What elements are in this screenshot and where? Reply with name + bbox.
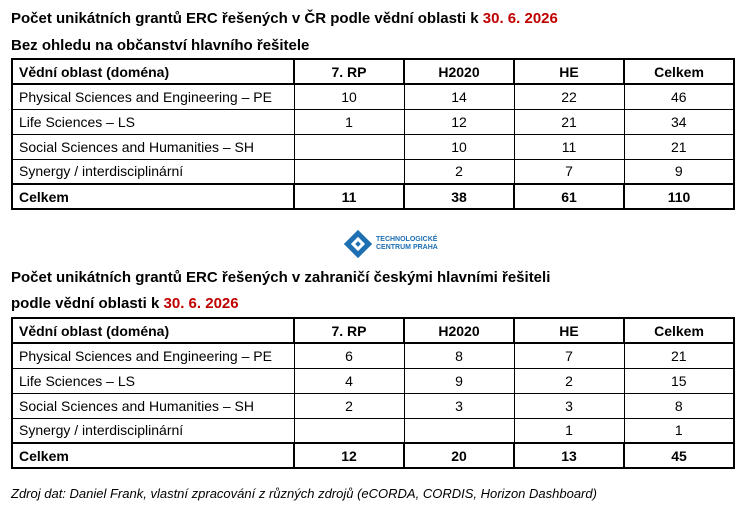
table2-title-text: podle vědní oblasti k: [11, 295, 164, 312]
table2-header-fp7: 7. RP: [293, 317, 405, 344]
table1-cell: 14: [403, 83, 515, 110]
table1-cell: 22: [513, 83, 625, 110]
table2-cell: [293, 417, 405, 444]
table2-total-cell: Celkem: [11, 442, 295, 469]
table2-cell: 15: [623, 367, 735, 394]
table2-total-cell: 45: [623, 442, 735, 469]
tc-logo-icon: [344, 230, 372, 258]
table2-total-cell: 20: [403, 442, 515, 469]
table2-cell: 21: [623, 342, 735, 369]
tc-logo-line1: TECHNOLOGICKÉ: [376, 236, 438, 243]
table1-cell: 10: [293, 83, 405, 110]
table1-header-domain: Vědní oblast (doména): [11, 58, 295, 85]
table-row: Life Sciences – LS 4 9 2 15: [11, 367, 735, 394]
table2-title-line1: Počet unikátních grantů ERC řešených v z…: [11, 269, 551, 286]
table-row: Social Sciences and Humanities – SH 2 3 …: [11, 392, 735, 419]
table1-cell: 7: [513, 158, 625, 185]
table1-cell: 2: [403, 158, 515, 185]
table1-title-text: Počet unikátních grantů ERC řešených v Č…: [11, 10, 483, 27]
table1-total-cell: 110: [623, 183, 735, 210]
table2-cell: 1: [623, 417, 735, 444]
table-row: Social Sciences and Humanities – SH 10 1…: [11, 133, 735, 160]
table1-cell: 1: [293, 108, 405, 135]
table2-header-h2020: H2020: [403, 317, 515, 344]
table1-cell: Physical Sciences and Engineering – PE: [11, 83, 295, 110]
table2: Vědní oblast (doména) 7. RP H2020 HE Cel…: [11, 317, 735, 469]
table1-title: Počet unikátních grantů ERC řešených v Č…: [11, 9, 558, 29]
table1-cell: Synergy / interdisciplinární: [11, 158, 295, 185]
table2-cell: 2: [513, 367, 625, 394]
table2-cell: 9: [403, 367, 515, 394]
table1-cell: Life Sciences – LS: [11, 108, 295, 135]
table2-total-row: Celkem 12 20 13 45: [11, 442, 735, 469]
table1-header-row: Vědní oblast (doména) 7. RP H2020 HE Cel…: [11, 58, 735, 85]
table2-cell: 4: [293, 367, 405, 394]
table1-cell: Social Sciences and Humanities – SH: [11, 133, 295, 160]
table2-cell: 7: [513, 342, 625, 369]
table2-cell: Social Sciences and Humanities – SH: [11, 392, 295, 419]
tc-praha-logo: TECHNOLOGICKÉ CENTRUM PRAHA: [344, 230, 438, 258]
table1-cell: 12: [403, 108, 515, 135]
table1-header-total: Celkem: [623, 58, 735, 85]
table2-header-total: Celkem: [623, 317, 735, 344]
table2-total-cell: 13: [513, 442, 625, 469]
table2-total-cell: 12: [293, 442, 405, 469]
table2-cell: 8: [403, 342, 515, 369]
table1-cell: [293, 158, 405, 185]
table2-cell: Synergy / interdisciplinární: [11, 417, 295, 444]
tc-logo-line2: CENTRUM PRAHA: [376, 244, 438, 251]
table1-cell: 11: [513, 133, 625, 160]
table1-title-date: 30. 6. 2026: [482, 10, 558, 27]
table-row: Synergy / interdisciplinární 2 7 9: [11, 158, 735, 185]
table1-total-cell: 11: [293, 183, 405, 210]
table1-subtitle: Bez ohledu na občanství hlavního řešitel…: [11, 37, 310, 54]
table1-total-cell: Celkem: [11, 183, 295, 210]
table1-header-fp7: 7. RP: [293, 58, 405, 85]
table-row: Synergy / interdisciplinární 1 1: [11, 417, 735, 444]
table2-cell: 2: [293, 392, 405, 419]
table2-header-he: HE: [513, 317, 625, 344]
table-row: Physical Sciences and Engineering – PE 1…: [11, 83, 735, 110]
table2-cell: Life Sciences – LS: [11, 367, 295, 394]
table1-cell: 34: [623, 108, 735, 135]
table2-header-domain: Vědní oblast (doména): [11, 317, 295, 344]
table1-cell: 46: [623, 83, 735, 110]
table2-title-line2: podle vědní oblasti k 30. 6. 2026: [11, 294, 239, 314]
source-note: Zdroj dat: Daniel Frank, vlastní zpracov…: [11, 486, 597, 501]
table2-cell: 8: [623, 392, 735, 419]
table2-cell: [403, 417, 515, 444]
table1-cell: 10: [403, 133, 515, 160]
table1-total-row: Celkem 11 38 61 110: [11, 183, 735, 210]
table1-cell: 21: [623, 133, 735, 160]
table1-cell: 21: [513, 108, 625, 135]
table2-cell: 3: [403, 392, 515, 419]
table2-cell: Physical Sciences and Engineering – PE: [11, 342, 295, 369]
table1-cell: 9: [623, 158, 735, 185]
table2-cell: 6: [293, 342, 405, 369]
table2-cell: 1: [513, 417, 625, 444]
table-row: Physical Sciences and Engineering – PE 6…: [11, 342, 735, 369]
table2-title-date: 30. 6. 2026: [163, 295, 239, 312]
table1-header-h2020: H2020: [403, 58, 515, 85]
table1-header-he: HE: [513, 58, 625, 85]
table1: Vědní oblast (doména) 7. RP H2020 HE Cel…: [11, 58, 735, 210]
table1-cell: [293, 133, 405, 160]
table1-total-cell: 38: [403, 183, 515, 210]
table1-total-cell: 61: [513, 183, 625, 210]
table-row: Life Sciences – LS 1 12 21 34: [11, 108, 735, 135]
table2-cell: 3: [513, 392, 625, 419]
table2-header-row: Vědní oblast (doména) 7. RP H2020 HE Cel…: [11, 317, 735, 344]
tc-logo-text: TECHNOLOGICKÉ CENTRUM PRAHA: [376, 236, 438, 252]
